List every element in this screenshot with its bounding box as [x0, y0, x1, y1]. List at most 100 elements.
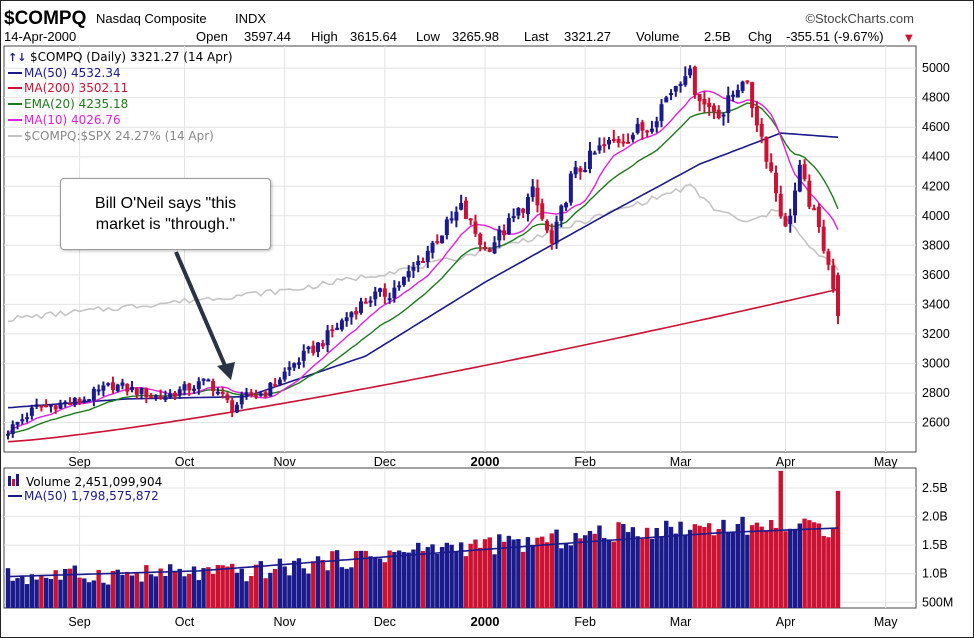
- volume-bar: [764, 530, 769, 608]
- volume-bar: [210, 573, 216, 608]
- volume-bar: [516, 539, 521, 608]
- price-bar-body: [206, 379, 211, 382]
- volume-month-label: Apr: [776, 615, 795, 629]
- volume-bar: [511, 539, 516, 608]
- price-bar-body: [463, 200, 468, 219]
- volume-bar: [277, 558, 283, 608]
- price-tick-label: 3600: [922, 268, 950, 282]
- volume-bar: [435, 553, 440, 608]
- volume-bar: [740, 516, 745, 608]
- volume-bar: [463, 556, 469, 608]
- volume-bar: [439, 546, 445, 608]
- volume-bar: [811, 522, 817, 608]
- price-bar-body: [435, 241, 440, 244]
- price-bar-body: [807, 180, 812, 207]
- volume-bar: [559, 548, 564, 608]
- volume-bar: [635, 536, 640, 608]
- price-bar-body: [545, 221, 550, 231]
- volume-bar: [602, 538, 607, 608]
- price-bar-body: [745, 80, 750, 83]
- volume-bar: [234, 572, 240, 608]
- price-bar-body: [39, 405, 44, 408]
- price-bar-body: [731, 94, 736, 97]
- price-bar-body: [635, 123, 640, 133]
- volume-bar: [668, 526, 674, 608]
- legend-vol-ma50: MA(50) 1,798,575,872: [24, 489, 159, 503]
- security-name: Nasdaq Composite: [96, 11, 207, 26]
- volume-bar: [659, 536, 664, 608]
- volume-bar: [167, 564, 173, 608]
- volume-bar: [702, 527, 707, 608]
- price-tick-label: 4800: [922, 91, 950, 105]
- volume-bar: [735, 524, 741, 608]
- stat-open-label: Open: [196, 29, 228, 44]
- volume-bar: [153, 576, 159, 608]
- price-bar-body: [268, 382, 273, 397]
- price-bar-body: [196, 381, 201, 390]
- volume-bar: [816, 523, 822, 608]
- legend-volume-swatch-blue2: [16, 474, 19, 486]
- volume-month-label: Sep: [68, 615, 90, 629]
- price-bar-body: [430, 242, 435, 253]
- price-bar-body: [68, 403, 73, 406]
- volume-bar: [730, 532, 736, 608]
- price-bar-body: [492, 242, 497, 254]
- price-bar-body: [721, 114, 726, 117]
- stat-volume-value: 2.5B: [704, 29, 731, 44]
- price-bar-body: [816, 206, 821, 227]
- volume-bar: [368, 556, 373, 608]
- volume-bar: [625, 532, 631, 608]
- price-bar-body: [607, 139, 612, 145]
- volume-bar: [67, 568, 73, 608]
- price-bar-body: [564, 203, 569, 208]
- volume-bar: [182, 576, 187, 608]
- price-bar-body: [826, 251, 831, 265]
- price-month-label: Apr: [776, 455, 795, 469]
- volume-bar: [20, 576, 25, 608]
- volume-bar: [258, 561, 264, 608]
- volume-bar: [43, 577, 49, 608]
- price-bar-body: [611, 138, 616, 141]
- volume-tick-label: 1.5B: [922, 538, 948, 552]
- price-bar-body: [416, 260, 421, 266]
- price-bar-body: [177, 389, 182, 396]
- volume-bar: [48, 579, 54, 608]
- price-bar-body: [769, 162, 774, 172]
- ma200-line: [7, 288, 839, 443]
- price-bar-body: [592, 152, 597, 155]
- price-bar-body: [29, 407, 34, 416]
- exchange-label: INDX: [235, 11, 266, 26]
- price-bar-body: [688, 68, 693, 76]
- volume-month-label: Mar: [670, 615, 692, 629]
- volume-bar: [630, 527, 636, 608]
- price-bar-body: [378, 288, 383, 293]
- ma50-line: [7, 132, 839, 409]
- price-month-label: Nov: [274, 455, 297, 469]
- price-bar-body: [187, 383, 192, 391]
- volume-bar: [692, 524, 698, 608]
- volume-bar: [826, 537, 831, 608]
- price-bar-body: [63, 401, 68, 404]
- price-tick-label: 3800: [922, 238, 950, 252]
- price-bar-body: [602, 144, 607, 147]
- price-bar-body: [15, 422, 20, 425]
- volume-bar: [125, 571, 130, 608]
- volume-bar: [611, 541, 616, 608]
- price-bar-body: [573, 167, 578, 175]
- volume-bar: [220, 565, 225, 608]
- volume-bar: [563, 543, 569, 608]
- volume-bar: [716, 529, 721, 608]
- price-bar-body: [578, 168, 583, 173]
- volume-bar: [334, 550, 340, 608]
- price-bar-body: [697, 94, 702, 102]
- volume-bar: [606, 539, 612, 608]
- price-bar-body: [358, 301, 363, 313]
- price-bar-body: [211, 381, 216, 392]
- price-bar-body: [106, 383, 111, 386]
- price-bar-body: [10, 424, 15, 434]
- volume-bar: [272, 569, 278, 608]
- legend-volume-swatch-red: [12, 479, 15, 486]
- volume-bar: [120, 574, 125, 608]
- volume-bar: [411, 549, 416, 608]
- volume-bar: [697, 525, 702, 608]
